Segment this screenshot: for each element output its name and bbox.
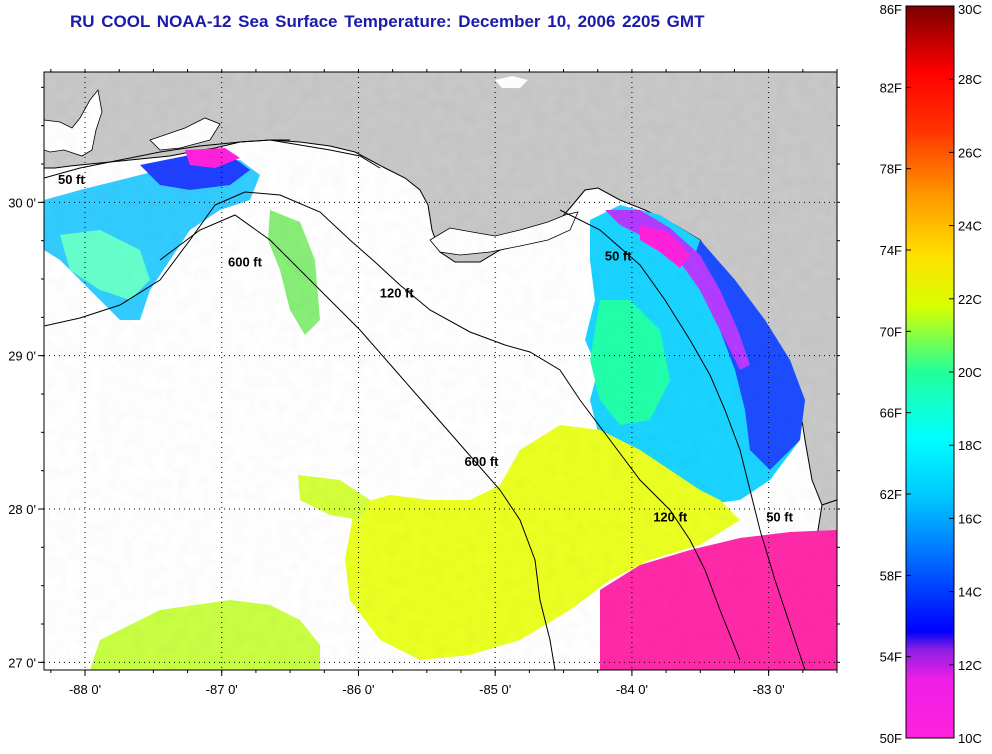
contour-label: 50 ft	[766, 509, 793, 524]
lat-tick-label: 29 0'	[8, 349, 36, 364]
colorbar-celsius-labels: 30C 28C 26C 24C 22C 20C 18C 16C 14C 12C 10C	[949, 2, 982, 746]
contour-label: 50 ft	[58, 172, 85, 187]
contour-label: 120 ft	[380, 285, 415, 300]
colorbar-c-label: 18C	[958, 438, 982, 453]
contour-label: 600 ft	[228, 255, 263, 270]
contour-labels: 50 ft 600 ft 120 ft 50 ft 600 ft 120 ft 50 ft	[58, 172, 794, 524]
colorbar-c-label: 12C	[958, 658, 982, 673]
colorbar-c-label: 24C	[958, 219, 982, 234]
colorbar-f-label: 82F	[880, 80, 902, 95]
map-frame	[43, 71, 838, 671]
lat-tick-label: 30 0'	[8, 195, 36, 210]
colorbar-f-label: 54F	[880, 650, 902, 665]
lon-tick-label: -83 0'	[753, 682, 785, 697]
map-title: RU COOL NOAA-12 Sea Surface Temperature:…	[70, 12, 705, 31]
colorbar-c-label: 22C	[958, 292, 982, 307]
bathymetry-contours	[44, 139, 806, 670]
lon-tick-label: -86 0'	[342, 682, 374, 697]
colorbar-f-label: 70F	[880, 324, 902, 339]
colorbar-f-label: 58F	[880, 568, 902, 583]
lon-tick-label: -87 0'	[206, 682, 238, 697]
colorbar-c-label: 20C	[958, 365, 982, 380]
lon-tick-label: -85 0'	[479, 682, 511, 697]
longitude-labels: -88 0' -87 0' -86 0' -85 0' -84 0' -83 0'	[69, 682, 785, 697]
colorbar-c-label: 16C	[958, 511, 982, 526]
lon-tick-label: -84 0'	[616, 682, 648, 697]
colorbar-fahrenheit-labels: 86F 82F 78F 74F 70F 66F 62F 58F 54F 50F	[880, 2, 911, 746]
colorbar-c-label: 14C	[958, 585, 982, 600]
colorbar-c-label: 10C	[958, 731, 982, 746]
contour-label: 120 ft	[653, 509, 688, 524]
latitude-labels: 30 0' 29 0' 28 0' 27 0'	[8, 195, 36, 670]
colorbar-f-label: 74F	[880, 243, 902, 258]
contour-label: 50 ft	[605, 249, 632, 264]
lat-tick-label: 28 0'	[8, 502, 36, 517]
colorbar-c-label: 26C	[958, 145, 982, 160]
lat-tick-label: 27 0'	[8, 655, 36, 670]
lon-tick-label: -88 0'	[69, 682, 101, 697]
gridlines	[44, 72, 837, 670]
axis-ticks	[38, 69, 840, 676]
colorbar-f-label: 86F	[880, 2, 902, 17]
colorbar-c-label: 30C	[958, 2, 982, 17]
colorbar-c-label: 28C	[958, 72, 982, 87]
colorbar-f-label: 66F	[880, 406, 902, 421]
colorbar-f-label: 62F	[880, 487, 902, 502]
colorbar-f-label: 78F	[880, 162, 902, 177]
colorbar-f-label: 50F	[880, 731, 902, 746]
contour-label: 600 ft	[465, 454, 500, 469]
